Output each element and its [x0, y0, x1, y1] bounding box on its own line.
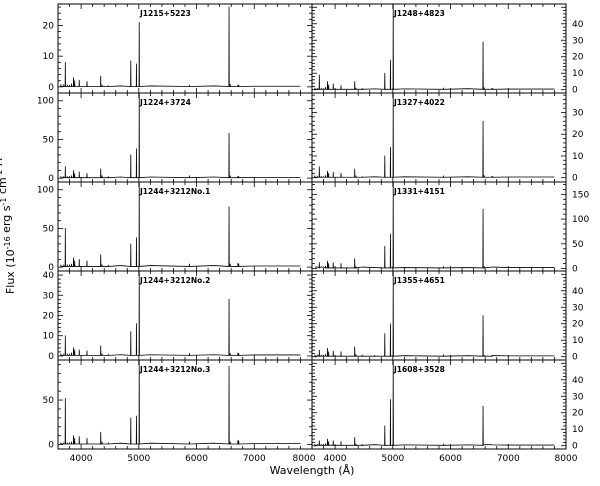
panel-J1355+4651: J1355+4651 0 10 20 30 40 [311, 270, 584, 363]
panel-J1331+4151: J1331+4151 0 50 100 150 [311, 181, 589, 275]
y-tick-label: 30 [572, 392, 584, 402]
y-tick-label: 0 [572, 442, 578, 452]
y-tick-label: 10 [572, 152, 584, 162]
y-tick-label: 20 [43, 312, 55, 322]
x-axis-title: Wavelength (Å) [270, 464, 355, 477]
y-tick-label: 50 [572, 240, 584, 250]
y-tick-label: 0 [48, 441, 54, 451]
y-tick-label: 50 [43, 224, 55, 234]
panel-label-J1327+4022: J1327+4022 [393, 98, 445, 107]
y-tick-label: 40 [572, 20, 584, 30]
y-tick-label: 40 [43, 271, 55, 281]
panel-label-J1224+3724: J1224+3724 [139, 98, 191, 107]
x-tick-label: 4000 [324, 454, 347, 464]
x-tick-label: 8000 [555, 454, 578, 464]
y-tick-label: 40 [572, 287, 584, 297]
y-tick-label: 0 [48, 83, 54, 93]
y-tick-label: 100 [37, 186, 54, 196]
x-tick-label: 4000 [70, 454, 93, 464]
panel-J1224+3724: J1224+3724 0 50 100 [37, 92, 313, 184]
panel-J1244+3212No.3: J1244+3212No.3 0 50 4000 5000 6000 7000 8000 [43, 359, 316, 464]
y-tick-label: 20 [43, 21, 55, 31]
y-tick-label: 10 [572, 336, 584, 346]
panel-label-J1244+3212No.2: J1244+3212No.2 [139, 276, 210, 285]
panel-J1608+3528: J1608+3528 0 10 20 30 40 4000 5000 6000 7000 8000 [311, 359, 584, 464]
y-tick-label: 20 [572, 53, 584, 63]
y-tick-label: 20 [572, 409, 584, 419]
spectrum-line-J1244+3212No.1 [60, 182, 301, 267]
y-tick-label: 100 [572, 215, 589, 225]
y-tick-label: 50 [43, 396, 55, 406]
panel-J1244+3212No.2: J1244+3212No.2 0 10 20 30 40 [43, 270, 313, 362]
y-tick-label: 10 [572, 425, 584, 435]
x-tick-label: 7000 [243, 454, 266, 464]
y-tick-label: 0 [572, 174, 578, 184]
spectrum-line-J1608+3528 [314, 360, 555, 446]
panel-J1215+5223: J1215+5223 0 10 20 [43, 3, 313, 94]
spectrum-line-J1355+4651 [314, 271, 555, 357]
x-tick-label: 5000 [127, 454, 150, 464]
y-tick-label: 10 [43, 52, 55, 62]
y-tick-label: 0 [572, 86, 578, 96]
y-tick-label: 20 [572, 130, 584, 140]
x-tick-label: 5000 [381, 454, 404, 464]
y-tick-label: 30 [572, 109, 584, 119]
spectrum-line-J1244+3212No.3 [60, 360, 301, 445]
x-tick-label: 8000 [293, 454, 316, 464]
panels-group: J1215+5223 0 10 20 J1248+4823 0 10 20 30 40 J1224+… [37, 3, 589, 464]
y-tick-label: 0 [572, 353, 578, 363]
y-tick-label: 40 [572, 376, 584, 386]
y-tick-label: 30 [572, 303, 584, 313]
y-tick-label: 50 [43, 135, 55, 145]
panel-J1248+4823: J1248+4823 0 10 20 30 40 [311, 3, 584, 96]
y-tick-label: 10 [572, 69, 584, 79]
spectrum-line-J1327+4022 [314, 93, 555, 178]
panel-label-J1248+4823: J1248+4823 [393, 9, 445, 18]
panel-label-J1244+3212No.3: J1244+3212No.3 [139, 365, 210, 374]
x-tick-label: 6000 [185, 454, 208, 464]
spectrum-line-J1331+4151 [314, 182, 555, 269]
y-tick-label: 10 [43, 332, 55, 342]
y-tick-label: 0 [48, 174, 54, 184]
panel-J1244+3212No.1: J1244+3212No.1 0 50 100 [37, 181, 313, 273]
y-tick-label: 20 [572, 320, 584, 330]
y-tick-label: 0 [572, 265, 578, 275]
panel-label-J1355+4651: J1355+4651 [393, 276, 445, 285]
panel-label-J1244+3212No.1: J1244+3212No.1 [139, 187, 210, 196]
spectrum-line-J1215+5223 [60, 6, 301, 87]
y-tick-label: 30 [572, 36, 584, 46]
x-tick-label: 7000 [497, 454, 520, 464]
y-tick-label: 100 [37, 97, 54, 107]
panel-label-J1215+5223: J1215+5223 [139, 9, 191, 18]
y-tick-label: 0 [48, 263, 54, 273]
panel-J1327+4022: J1327+4022 0 10 20 30 [311, 92, 584, 184]
y-tick-label: 30 [43, 291, 55, 301]
spectrum-line-J1224+3724 [60, 93, 301, 179]
y-tick-label: 0 [48, 352, 54, 362]
spectrum-line-J1244+3212No.2 [60, 271, 301, 356]
x-tick-label: 6000 [439, 454, 462, 464]
spectrum-line-J1248+4823 [314, 4, 555, 90]
y-tick-label: 150 [572, 190, 589, 200]
y-axis-title: Flux (10-16 erg s-1 cm-2 Å-1) [0, 146, 17, 294]
panel-label-J1608+3528: J1608+3528 [393, 365, 445, 374]
panel-label-J1331+4151: J1331+4151 [393, 187, 445, 196]
